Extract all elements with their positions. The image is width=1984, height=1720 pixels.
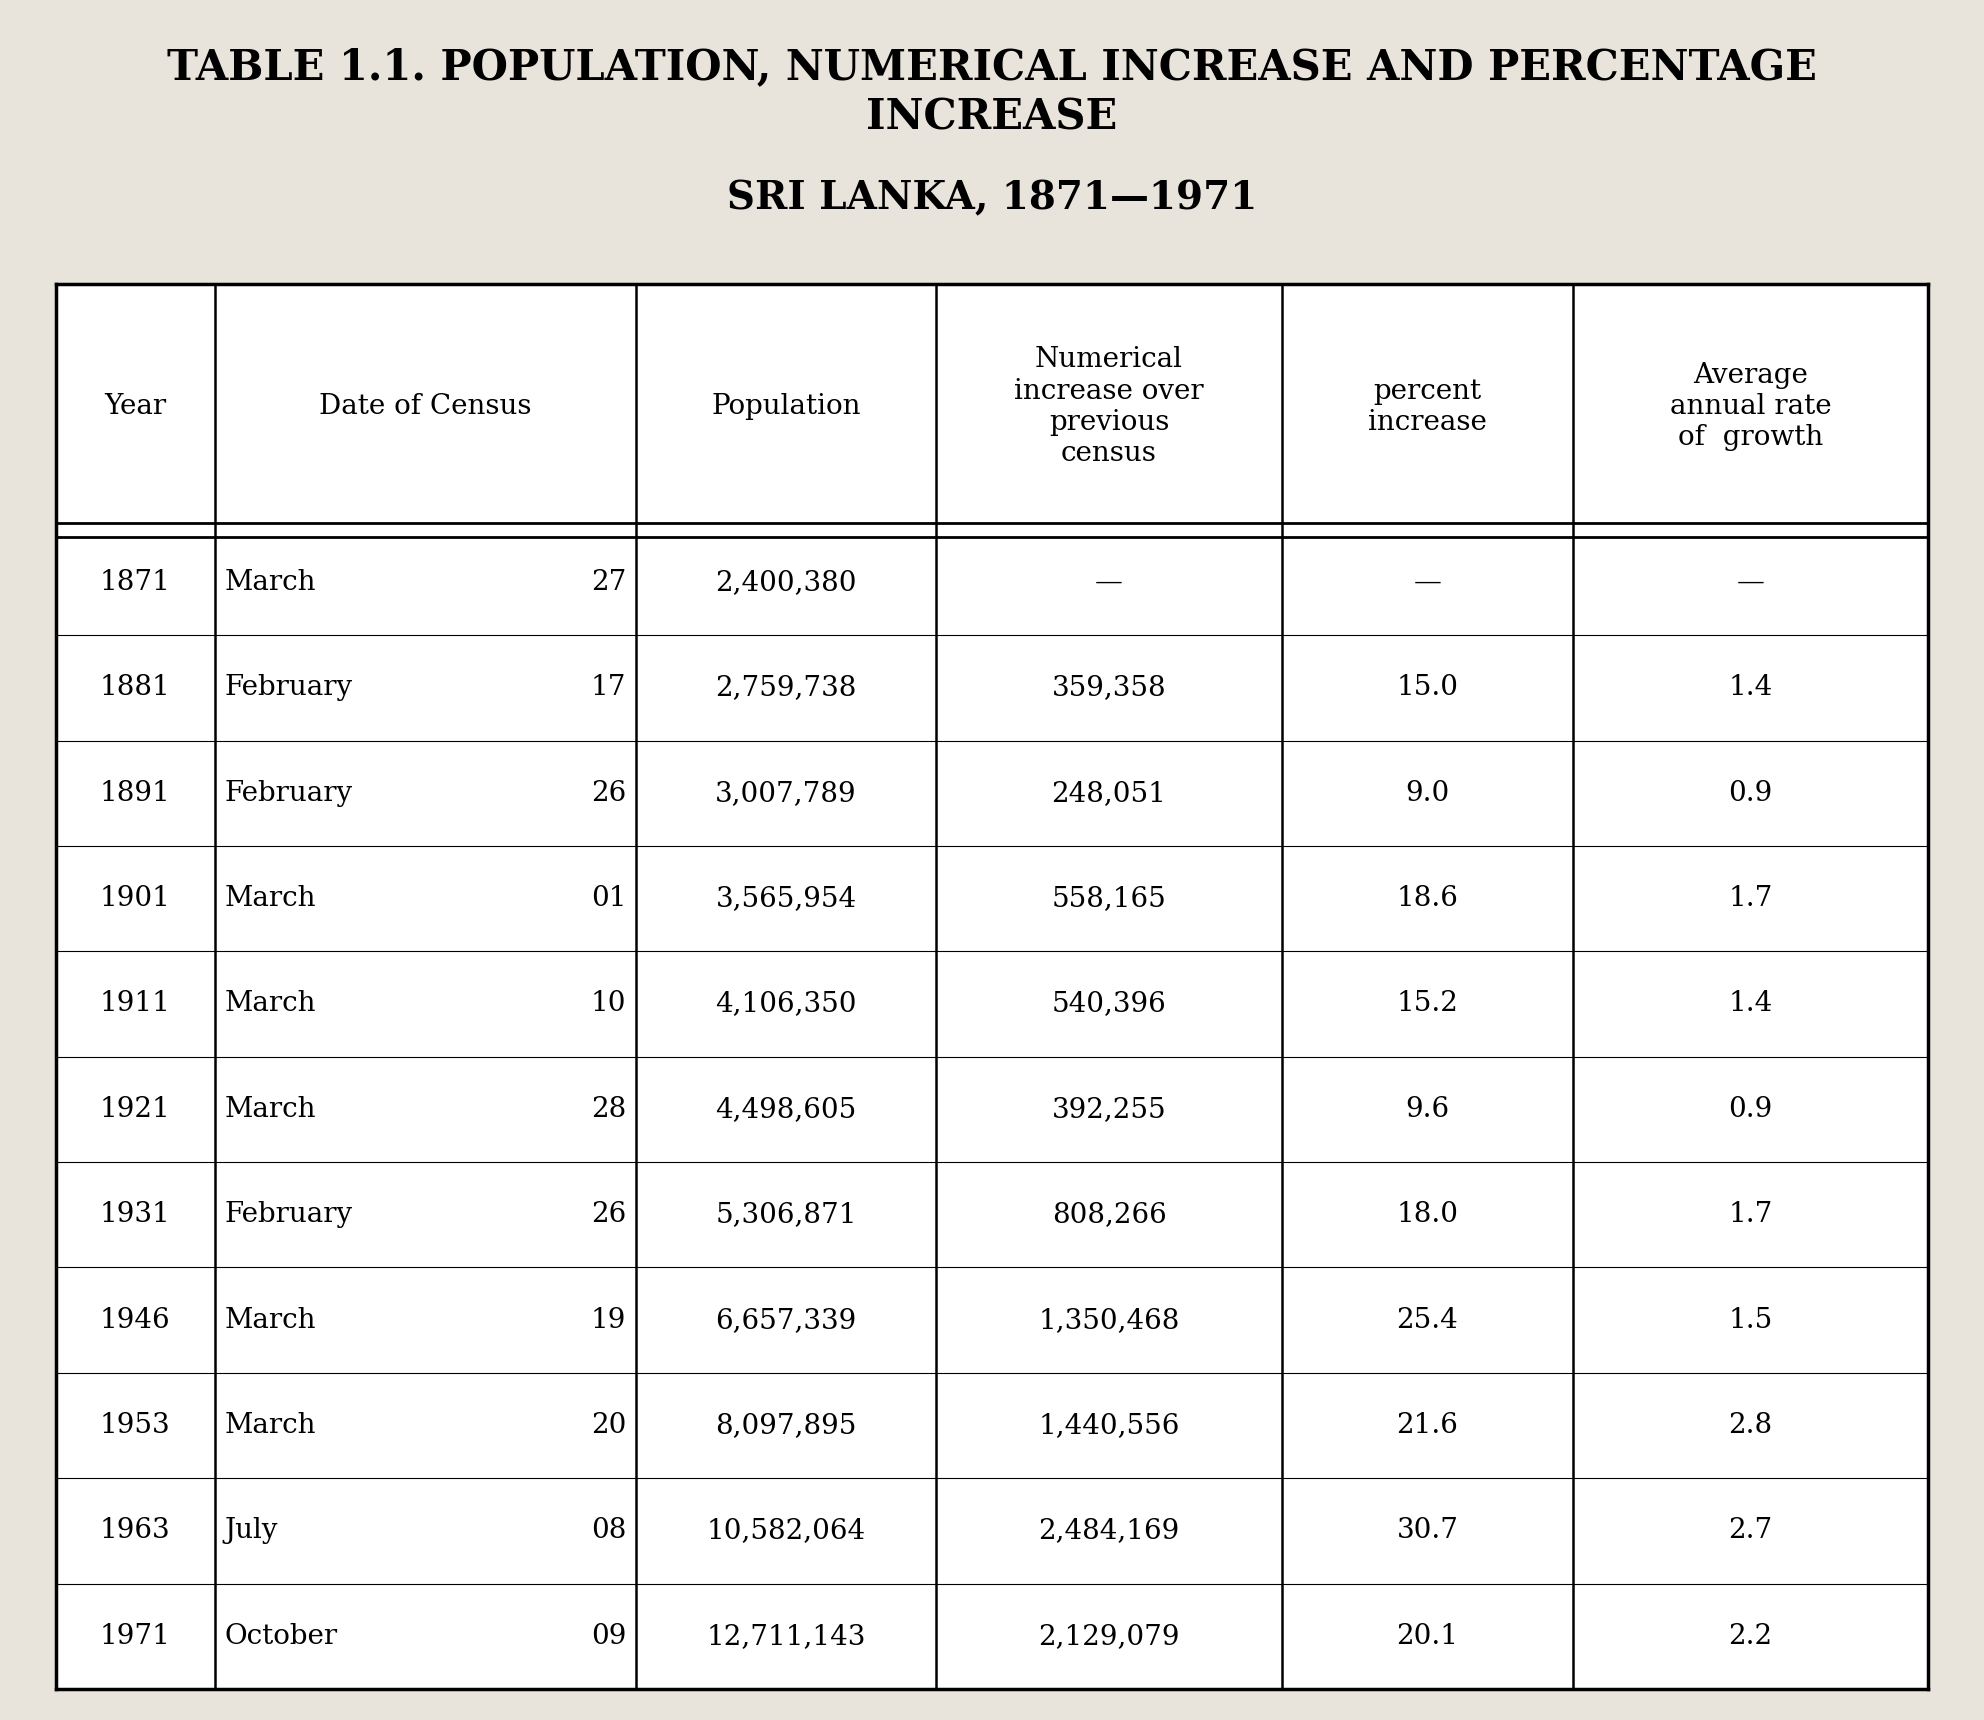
Text: 25.4: 25.4 <box>1397 1307 1458 1333</box>
Text: 1963: 1963 <box>99 1517 171 1545</box>
Text: 6,657,339: 6,657,339 <box>716 1307 857 1333</box>
Text: 17: 17 <box>591 674 627 702</box>
Text: TABLE 1.1. POPULATION, NUMERICAL INCREASE AND PERCENTAGE: TABLE 1.1. POPULATION, NUMERICAL INCREAS… <box>167 46 1817 88</box>
Text: 1.7: 1.7 <box>1728 1201 1774 1228</box>
Text: 27: 27 <box>591 569 627 595</box>
Text: 1953: 1953 <box>99 1412 171 1440</box>
Text: 20.1: 20.1 <box>1397 1624 1458 1649</box>
Text: 15.2: 15.2 <box>1397 991 1458 1018</box>
Text: SRI LANKA, 1871—1971: SRI LANKA, 1871—1971 <box>726 179 1258 217</box>
Text: 12,711,143: 12,711,143 <box>706 1624 865 1649</box>
Text: 08: 08 <box>591 1517 627 1545</box>
Text: March: March <box>224 991 315 1018</box>
Text: March: March <box>224 1096 315 1123</box>
Text: 1911: 1911 <box>99 991 171 1018</box>
Text: 2.7: 2.7 <box>1728 1517 1772 1545</box>
Text: 30.7: 30.7 <box>1397 1517 1458 1545</box>
Text: 4,498,605: 4,498,605 <box>716 1096 857 1123</box>
Text: 1,350,468: 1,350,468 <box>1038 1307 1180 1333</box>
Text: 558,165: 558,165 <box>1052 886 1167 912</box>
Text: 18.0: 18.0 <box>1397 1201 1458 1228</box>
Text: 1881: 1881 <box>99 674 171 702</box>
Text: 10,582,064: 10,582,064 <box>706 1517 865 1545</box>
Text: 1.7: 1.7 <box>1728 886 1774 912</box>
Text: 1901: 1901 <box>99 886 171 912</box>
Text: 359,358: 359,358 <box>1052 674 1167 702</box>
Text: 1921: 1921 <box>99 1096 171 1123</box>
Text: 1871: 1871 <box>99 569 171 595</box>
Text: February: February <box>224 1201 353 1228</box>
Text: 5,306,871: 5,306,871 <box>714 1201 857 1228</box>
Text: March: March <box>224 569 315 595</box>
Text: February: February <box>224 779 353 807</box>
Text: 10: 10 <box>591 991 627 1018</box>
Text: 1946: 1946 <box>99 1307 171 1333</box>
Text: 1971: 1971 <box>99 1624 171 1649</box>
Text: Date of Census: Date of Census <box>319 394 532 420</box>
Text: October: October <box>224 1624 337 1649</box>
Text: March: March <box>224 886 315 912</box>
Text: 392,255: 392,255 <box>1052 1096 1167 1123</box>
Text: 1891: 1891 <box>99 779 171 807</box>
Text: 3,007,789: 3,007,789 <box>714 779 857 807</box>
Text: 1,440,556: 1,440,556 <box>1038 1412 1180 1440</box>
Text: Year: Year <box>103 394 167 420</box>
Text: percent
increase: percent increase <box>1369 378 1486 435</box>
Text: Numerical
increase over
previous
census: Numerical increase over previous census <box>1014 346 1204 468</box>
Text: —: — <box>1413 569 1442 595</box>
Text: 8,097,895: 8,097,895 <box>716 1412 857 1440</box>
Text: 2.8: 2.8 <box>1728 1412 1772 1440</box>
Text: 0.9: 0.9 <box>1728 779 1772 807</box>
Text: 1931: 1931 <box>99 1201 171 1228</box>
Text: 18.6: 18.6 <box>1397 886 1458 912</box>
Text: 28: 28 <box>591 1096 627 1123</box>
Text: 2,759,738: 2,759,738 <box>716 674 857 702</box>
Text: 20: 20 <box>591 1412 627 1440</box>
Text: 4,106,350: 4,106,350 <box>714 991 857 1018</box>
Text: 1.4: 1.4 <box>1728 674 1772 702</box>
Text: 9.6: 9.6 <box>1405 1096 1450 1123</box>
Text: 26: 26 <box>591 1201 627 1228</box>
Text: 19: 19 <box>591 1307 627 1333</box>
Text: INCREASE: INCREASE <box>867 96 1117 138</box>
Text: 540,396: 540,396 <box>1052 991 1167 1018</box>
Text: 0.9: 0.9 <box>1728 1096 1772 1123</box>
Text: 248,051: 248,051 <box>1052 779 1167 807</box>
Text: July: July <box>224 1517 278 1545</box>
Text: 808,266: 808,266 <box>1052 1201 1167 1228</box>
Text: 2,129,079: 2,129,079 <box>1038 1624 1180 1649</box>
Text: —: — <box>1736 569 1764 595</box>
Text: 1.4: 1.4 <box>1728 991 1772 1018</box>
Text: 2.2: 2.2 <box>1728 1624 1772 1649</box>
Text: March: March <box>224 1412 315 1440</box>
Text: Population: Population <box>710 394 861 420</box>
Text: 3,565,954: 3,565,954 <box>716 886 857 912</box>
Text: 21.6: 21.6 <box>1397 1412 1458 1440</box>
Text: 1.5: 1.5 <box>1728 1307 1772 1333</box>
Text: Average
annual rate
of  growth: Average annual rate of growth <box>1671 361 1831 451</box>
Text: 09: 09 <box>591 1624 627 1649</box>
Text: 2,400,380: 2,400,380 <box>714 569 857 595</box>
Text: 2,484,169: 2,484,169 <box>1038 1517 1180 1545</box>
Text: March: March <box>224 1307 315 1333</box>
Text: 26: 26 <box>591 779 627 807</box>
Text: 9.0: 9.0 <box>1405 779 1450 807</box>
Text: 15.0: 15.0 <box>1397 674 1458 702</box>
Text: —: — <box>1095 569 1123 595</box>
Text: 01: 01 <box>591 886 627 912</box>
Text: February: February <box>224 674 353 702</box>
